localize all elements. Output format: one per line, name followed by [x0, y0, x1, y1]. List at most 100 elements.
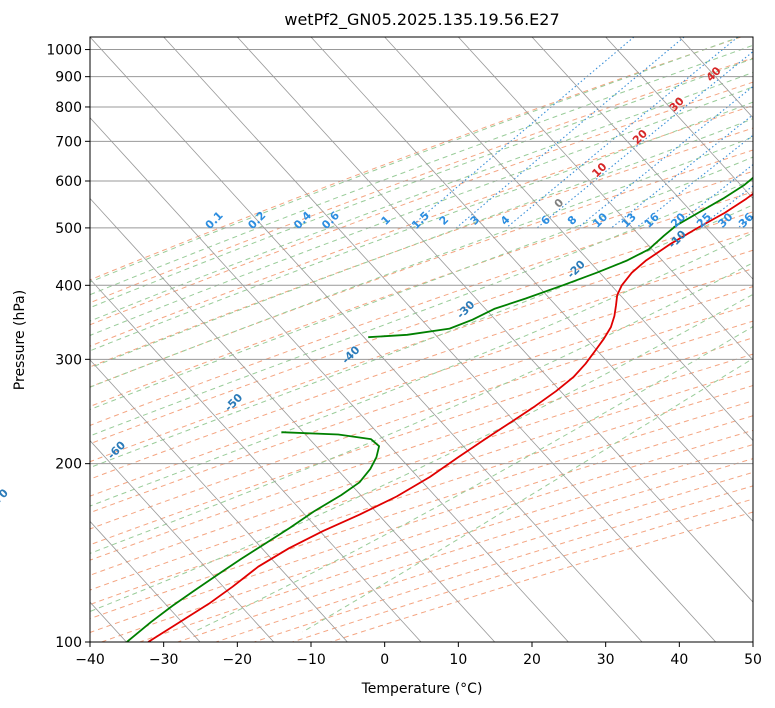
isotherm-label: -30 [454, 298, 477, 321]
x-tick-label: −40 [75, 652, 105, 668]
dry-adiabat-line [90, 400, 753, 620]
y-tick-label: 700 [55, 134, 82, 150]
x-tick-label: 40 [670, 652, 688, 668]
isotherm-line [163, 37, 717, 642]
mixing-ratio-line [577, 85, 753, 229]
moist-adiabat-line [90, 136, 753, 388]
y-tick-label: 100 [55, 635, 82, 651]
isotherm-line [90, 440, 275, 642]
dry-adiabat-line [90, 337, 753, 561]
mixing-ratio-lines [409, 37, 775, 229]
dry-adiabat-line [90, 211, 753, 445]
x-tick-label: 30 [597, 652, 615, 668]
moist-adiabat-line [90, 204, 753, 469]
dry-adiabat-line [215, 471, 753, 642]
moist-adiabat-line [90, 293, 753, 613]
dry-adiabat-line [90, 81, 753, 326]
y-tick-label: 300 [55, 352, 82, 368]
moist-adiabat-line [90, 262, 753, 554]
y-tick-label: 900 [55, 70, 82, 86]
x-tick-label: −20 [223, 652, 253, 668]
isotherm-lines [90, 37, 753, 642]
y-axis-ticks: 1000 900 800 700 600 500 400 300 200 100 [46, 43, 90, 651]
moist-adiabat-label: 0 [552, 196, 567, 211]
mixing-ratio-line [611, 114, 753, 229]
moist-adiabat-label: 20 [630, 127, 650, 147]
moist-adiabat-lines [90, 37, 753, 633]
dry-adiabat-line [90, 57, 753, 304]
isotherm-line [90, 37, 643, 642]
mixing-ratio-label: 0.1 [203, 209, 226, 232]
mixing-ratio-line [698, 185, 753, 229]
isopleth-labels: -100-90-80-70-60-50-40-30-20-100.10.20.4… [0, 64, 756, 510]
x-tick-label: −30 [149, 652, 179, 668]
isotherm-line [384, 37, 753, 442]
chart-title: wetPf2_GN05.2025.135.19.56.E27 [284, 10, 559, 30]
isotherm-line [90, 278, 422, 642]
mixing-ratio-line [672, 163, 753, 229]
moist-adiabat-line [90, 71, 753, 322]
dry-adiabat-line [90, 37, 742, 281]
moist-adiabat-line [90, 232, 753, 507]
moist-adiabat-line [90, 179, 753, 437]
x-axis-ticks: −40 −30 −20 −10 0 10 20 30 40 50 [75, 642, 762, 668]
dry-adiabat-line [254, 485, 753, 642]
x-tick-label: 20 [523, 652, 541, 668]
mixing-ratio-line [455, 37, 685, 229]
dewpoint-upper-line [126, 431, 381, 642]
x-tick-label: −10 [296, 652, 326, 668]
isotherm-line [605, 37, 753, 200]
moist-adiabat-line [90, 44, 753, 296]
x-tick-label: 0 [380, 652, 389, 668]
moist-adiabat-label: 10 [589, 160, 609, 180]
y-tick-label: 500 [55, 221, 82, 237]
y-tick-label: 200 [55, 457, 82, 473]
dry-adiabat-line [90, 415, 753, 634]
moist-adiabat-line [90, 101, 753, 352]
isotherm-line [310, 37, 753, 522]
isotherm-line [90, 520, 201, 642]
x-tick-label: 50 [744, 652, 762, 668]
mixing-ratio-line [536, 50, 753, 229]
isotherm-line [237, 37, 753, 603]
mixing-ratio-line [409, 37, 635, 229]
mixing-ratio-label: 1 [379, 213, 394, 228]
dewpoint-line [368, 176, 753, 339]
mixing-ratio-label: 6 [538, 213, 553, 228]
y-tick-label: 600 [55, 174, 82, 190]
moist-adiabat-line [90, 156, 753, 411]
moist-adiabat-line [90, 58, 753, 309]
moist-adiabat-label: 30 [667, 94, 687, 114]
dry-adiabat-line [90, 191, 753, 426]
moist-adiabat-line [302, 357, 753, 633]
mixing-ratio-label: 0.4 [291, 209, 314, 232]
y-tick-label: 800 [55, 100, 82, 116]
mixing-ratio-line [505, 37, 739, 229]
isotherm-line [752, 37, 753, 38]
x-tick-label: 10 [449, 652, 467, 668]
mixing-ratio-label: 10 [590, 210, 610, 230]
mixing-ratio-line [737, 215, 753, 229]
mixing-ratio-line [766, 37, 775, 228]
mixing-ratio-label: 20 [668, 210, 688, 230]
isotherm-label: -70 [0, 486, 11, 509]
isotherm-line [458, 37, 753, 361]
isotherm-label: -60 [105, 438, 128, 461]
isotherm-line [531, 37, 753, 280]
moist-adiabat-line [90, 118, 753, 369]
moist-adiabat-line [90, 86, 753, 336]
profile-lines [126, 176, 753, 642]
plot-frame [89, 36, 754, 643]
mixing-ratio-label: 2 [437, 213, 452, 228]
dry-adiabat-line [90, 268, 753, 497]
isotherm-line [90, 197, 496, 642]
dry-adiabat-line [330, 511, 753, 642]
temperature-line [147, 192, 753, 642]
mixing-ratio-label: 4 [498, 213, 513, 228]
y-axis-label: Pressure (hPa) [12, 290, 28, 390]
isotherm-label: -40 [339, 343, 362, 366]
x-axis-label: Temperature (°C) [361, 681, 483, 697]
pressure-gridlines [90, 49, 753, 642]
mixing-ratio-label: 8 [565, 213, 580, 228]
